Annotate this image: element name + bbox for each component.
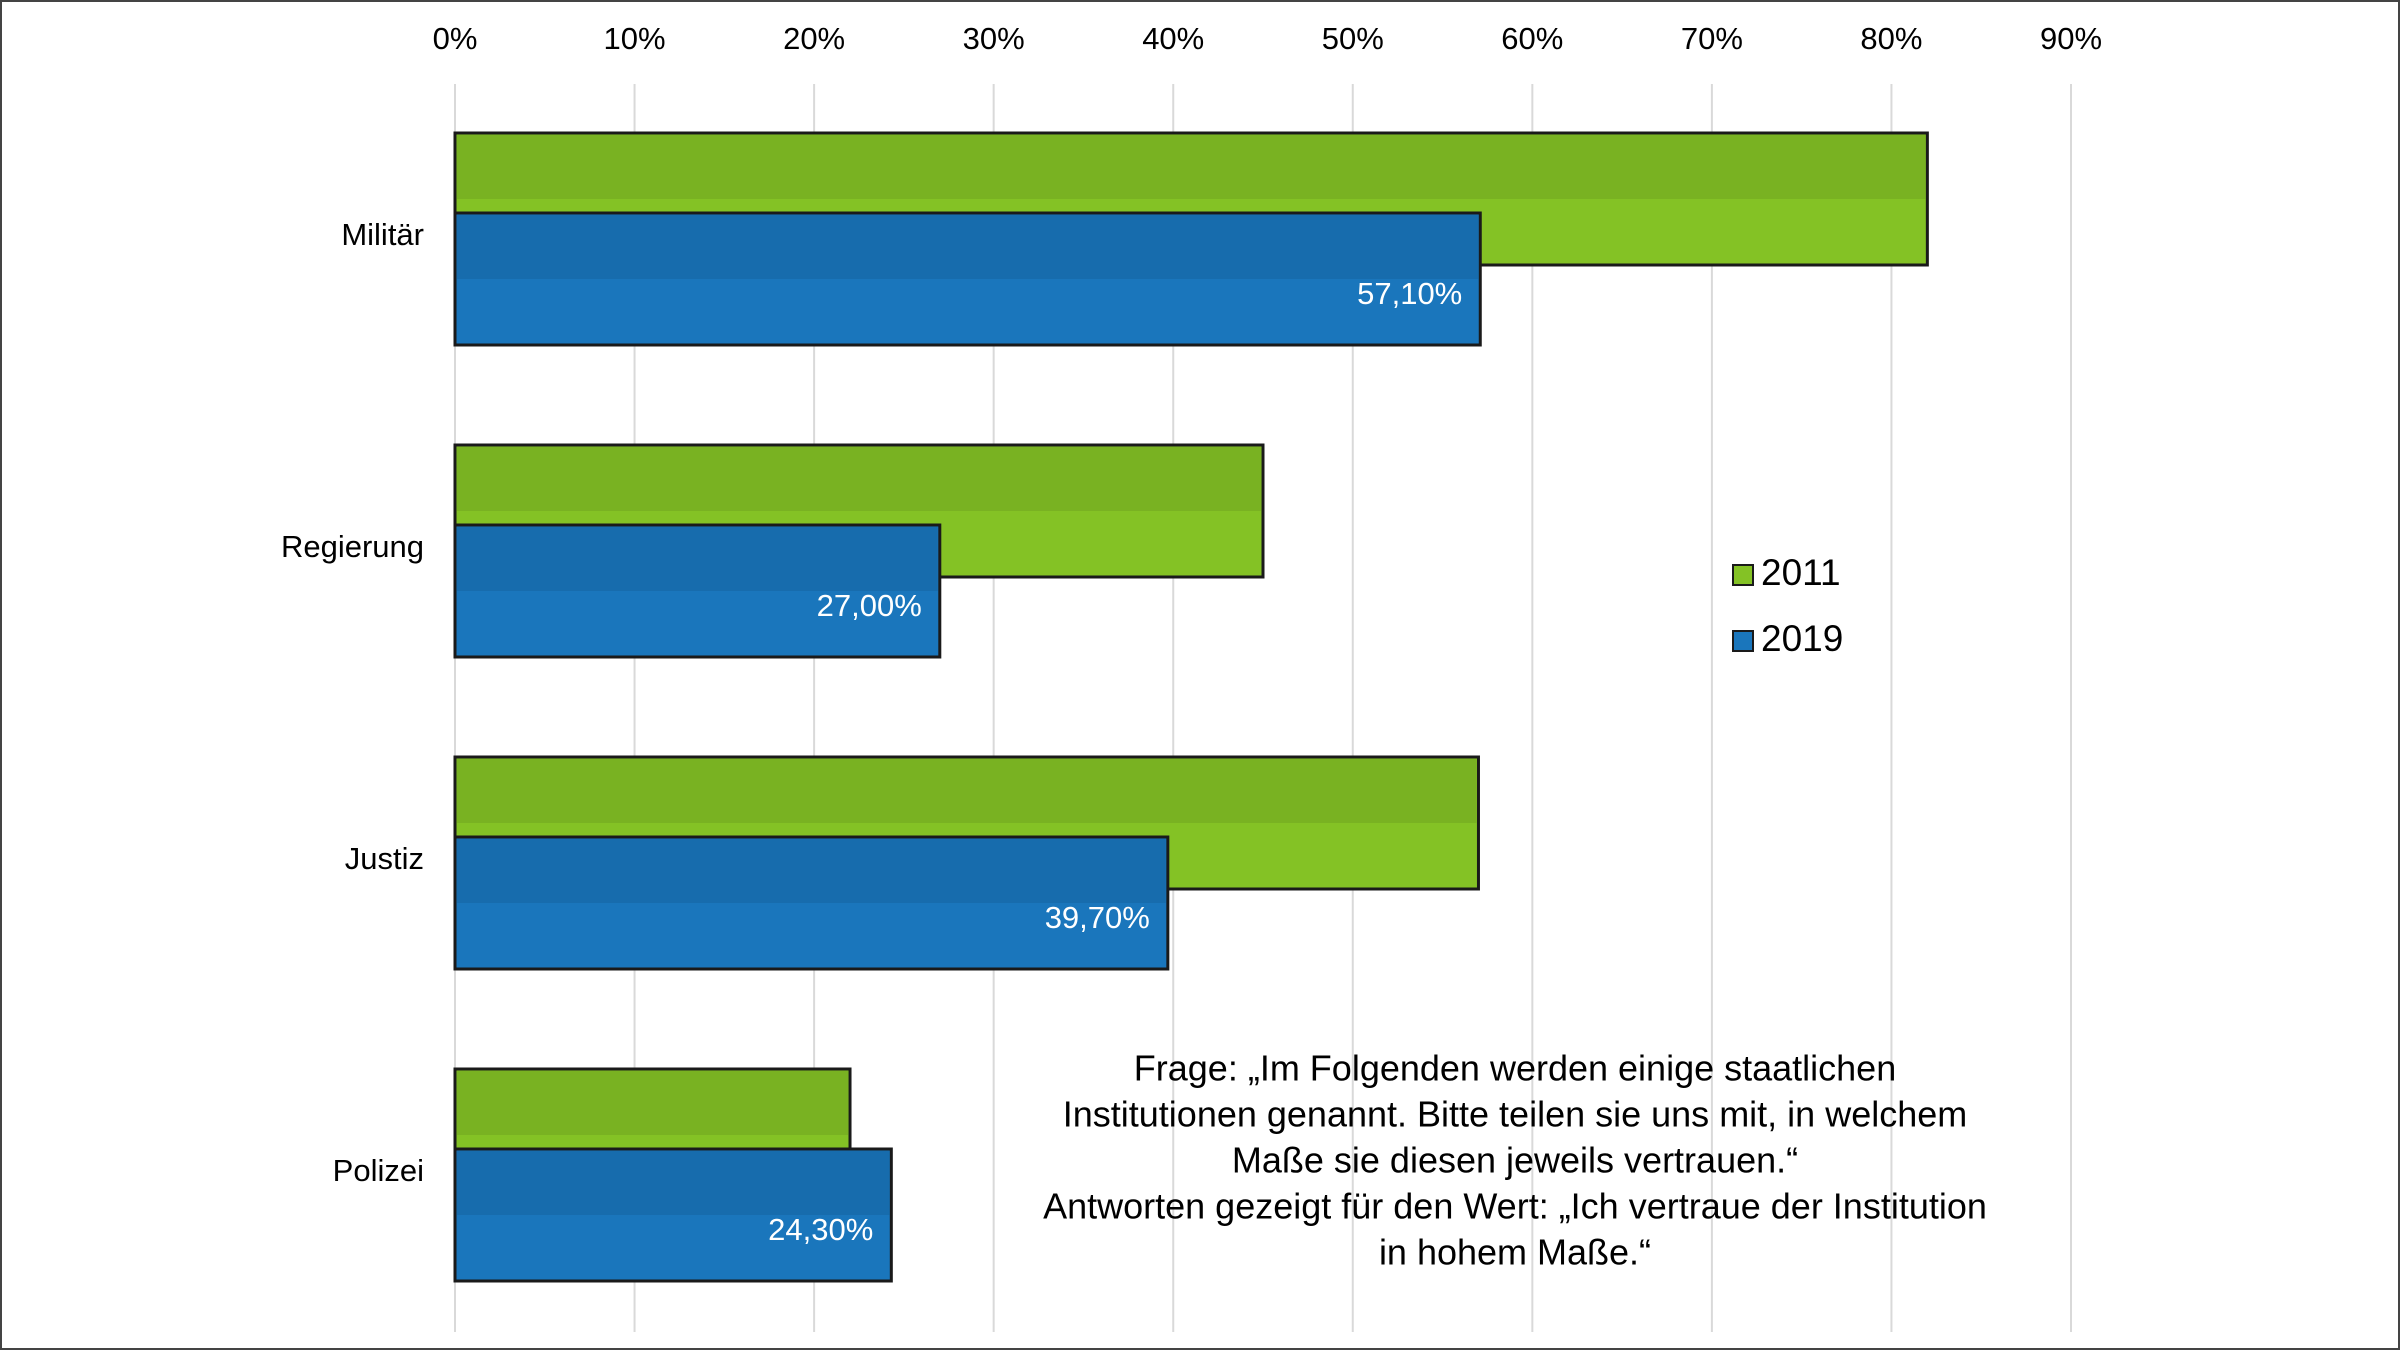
x-tick-label: 50%	[1322, 21, 1384, 56]
bar-shade	[457, 1151, 890, 1215]
bar	[453, 523, 942, 659]
bar	[453, 211, 1482, 347]
annotation: in hohem Maße.“	[1379, 1232, 1651, 1273]
x-tick-label: 40%	[1142, 21, 1204, 56]
bar	[453, 835, 1170, 971]
x-tick-label: 20%	[783, 21, 845, 56]
bar-shade	[457, 135, 1926, 199]
bar-shade	[457, 839, 1166, 903]
x-tick-label: 30%	[963, 21, 1025, 56]
x-tick-label: 70%	[1681, 21, 1743, 56]
legend-label: 2019	[1761, 618, 1843, 659]
value-label: 57,10%	[1357, 276, 1462, 311]
annotation: Institutionen genannt. Bitte teilen sie …	[1063, 1094, 1968, 1135]
legend-label: 2011	[1761, 552, 1841, 593]
legend-swatch	[1732, 630, 1754, 652]
x-tick-label: 80%	[1860, 21, 1922, 56]
annotation: Frage: „Im Folgenden werden einige staat…	[1134, 1048, 1896, 1089]
bar-shade	[457, 759, 1477, 823]
x-tick-label: 0%	[433, 21, 478, 56]
y-tick-label: Regierung	[281, 529, 424, 564]
bar-shade	[457, 1071, 849, 1135]
annotation: Antworten gezeigt für den Wert: „Ich ver…	[1043, 1186, 1987, 1227]
x-tick-label: 60%	[1501, 21, 1563, 56]
annotation: Maße sie diesen jeweils vertrauen.“	[1232, 1140, 1798, 1181]
y-tick-label: Polizei	[333, 1153, 424, 1188]
bar-shade	[457, 447, 1261, 511]
y-tick-label: Militär	[341, 217, 424, 252]
y-tick-label: Justiz	[345, 841, 424, 876]
value-label: 27,00%	[817, 588, 922, 623]
x-tick-label: 90%	[2040, 21, 2102, 56]
legend-swatch	[1732, 564, 1754, 586]
x-tick-label: 10%	[604, 21, 666, 56]
value-label: 39,70%	[1045, 900, 1150, 935]
bar-shade	[457, 215, 1479, 279]
value-label: 24,30%	[768, 1212, 873, 1247]
bar-shade	[457, 527, 938, 591]
bar	[453, 1147, 893, 1283]
